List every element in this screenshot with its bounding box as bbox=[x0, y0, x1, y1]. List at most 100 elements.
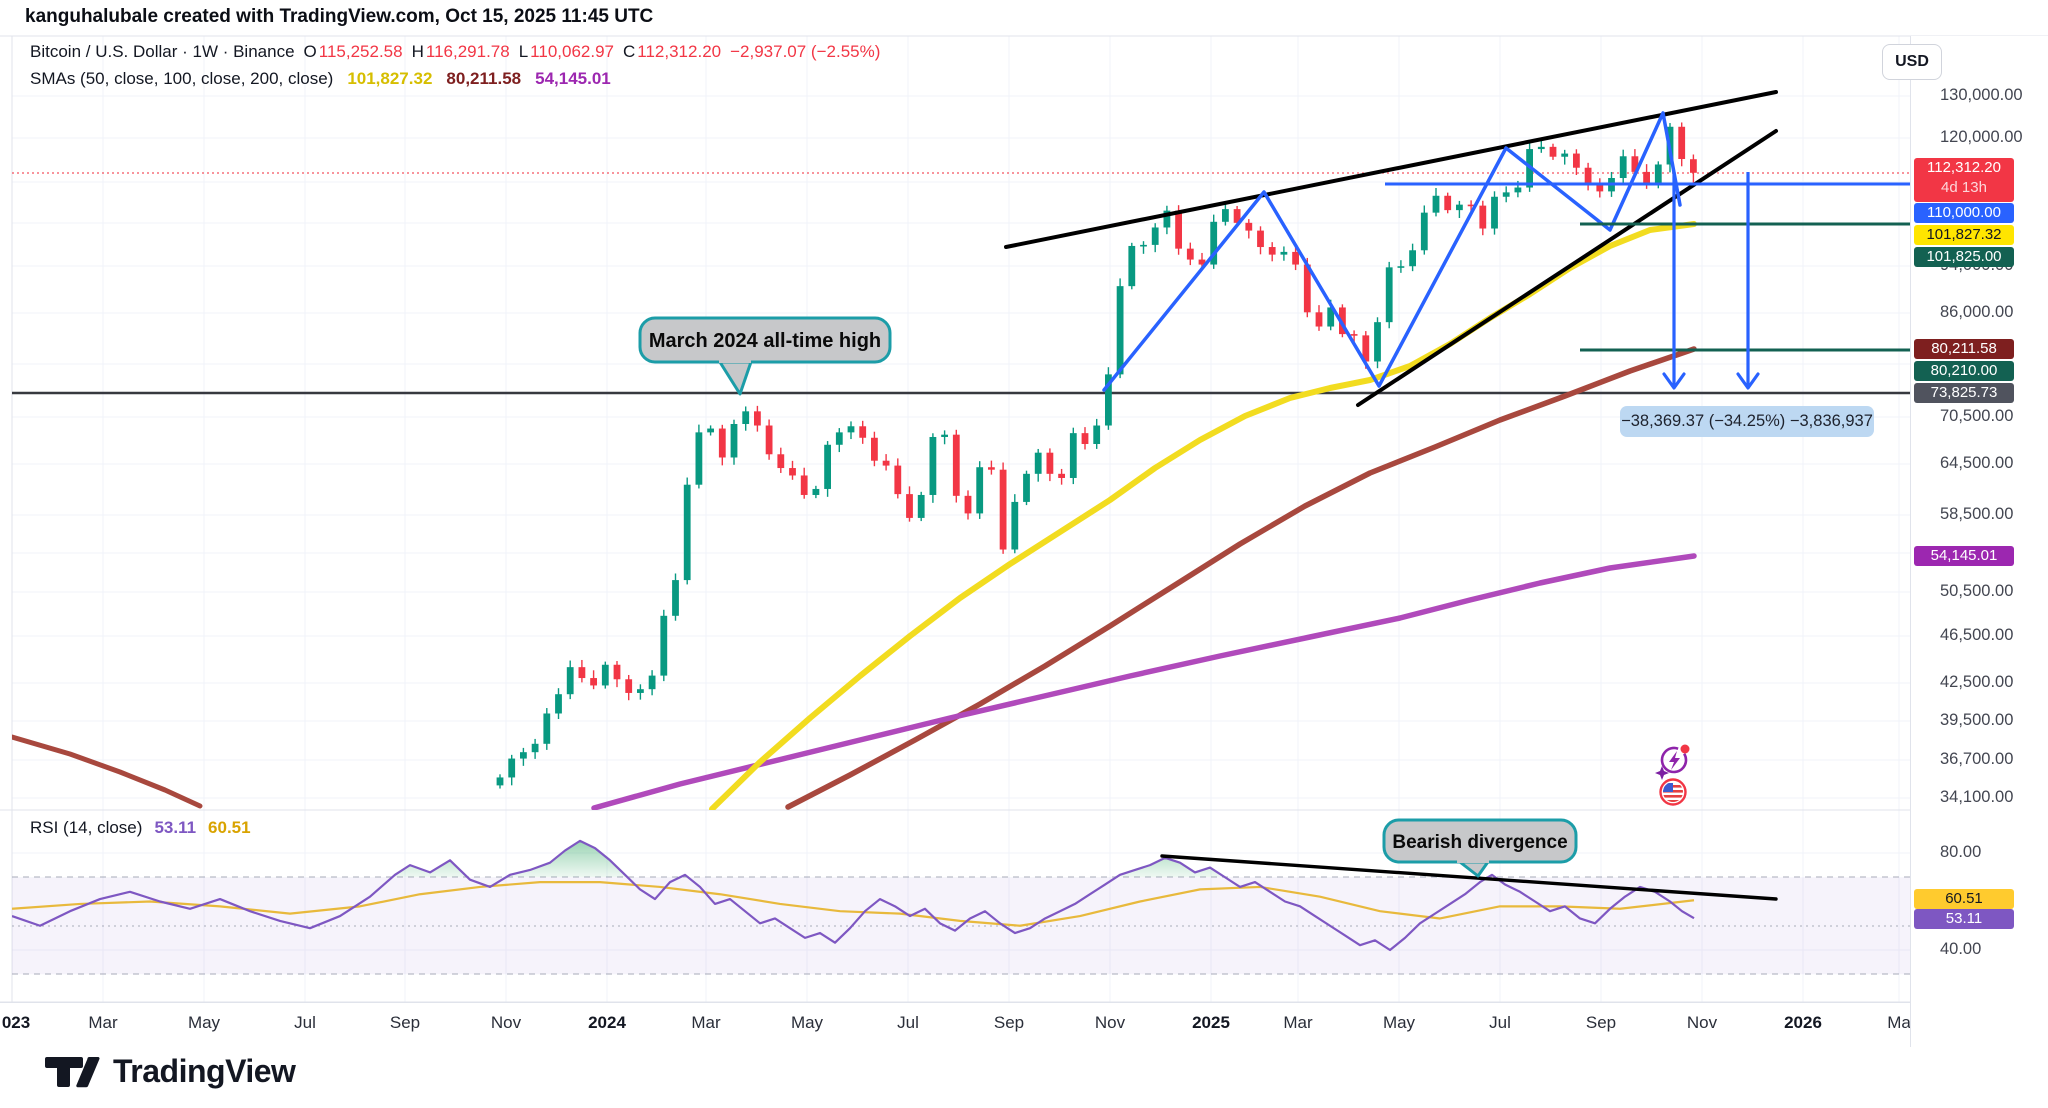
price-label-6051[interactable]: 60.51 bbox=[1914, 889, 2014, 909]
tradingview-logo-text: TradingView bbox=[113, 1053, 296, 1089]
time-tick-Sep[interactable]: Sep bbox=[389, 1013, 421, 1032]
sma-value-2: 54,145.01 bbox=[535, 69, 611, 88]
time-tick-Mar[interactable]: Mar bbox=[691, 1013, 721, 1032]
price-label-11000000[interactable]: 110,000.00 bbox=[1914, 203, 2014, 223]
sma-legend-values: 101,827.32 80,211.58 54,145.01 bbox=[347, 69, 610, 89]
time-tick-Jul[interactable]: Jul bbox=[897, 1013, 919, 1032]
symbol-title[interactable]: Bitcoin / U.S. Dollar · 1W · Binance bbox=[30, 42, 295, 61]
time-tick-May[interactable]: May bbox=[1382, 1013, 1416, 1032]
price-label-text: 60.51 bbox=[1945, 890, 1983, 907]
price-label-7382573[interactable]: 73,825.73 bbox=[1914, 383, 2014, 403]
elliott-zigzag-line[interactable] bbox=[1102, 111, 1682, 392]
axis-tick-3670000: 36,700.00 bbox=[1940, 750, 2014, 768]
axis-tick-3410000: 34,100.00 bbox=[1940, 788, 2014, 806]
time-tick-Jul[interactable]: Jul bbox=[294, 1013, 316, 1032]
us-flag-events-icon[interactable] bbox=[1659, 778, 1687, 806]
time-tick-May[interactable]: May bbox=[790, 1013, 824, 1032]
axis-tick-7050000: 70,500.00 bbox=[1940, 407, 2014, 425]
time-axis[interactable]: 023 Mar May Jul Sep Nov 2024 Mar May Jul Sep Nov 202… bbox=[0, 1002, 1910, 1048]
rsi-legend[interactable]: RSI (14, close) 53.11 60.51 bbox=[30, 818, 251, 838]
price-label-5414501[interactable]: 54,145.01 bbox=[1914, 546, 2014, 566]
price-label-text: 101,827.32 bbox=[1926, 226, 2002, 243]
time-tick-Sep[interactable]: Sep bbox=[993, 1013, 1025, 1032]
automation-lightning-icon[interactable] bbox=[1655, 743, 1691, 780]
price-label-text: 112,312.20 bbox=[1927, 159, 2001, 176]
sma100-line bbox=[785, 346, 1697, 810]
measurement-label[interactable]: −38,369.37 (−34.25%) −3,836,937 bbox=[1620, 406, 1874, 437]
ath-callout[interactable]: March 2024 all-time high bbox=[638, 316, 892, 396]
price-label-10182732[interactable]: 101,827.32 bbox=[1914, 225, 2014, 245]
chart-canvas[interactable]: March 2024 all-time high Bearish divergen… bbox=[0, 0, 2048, 1050]
time-tick-2024[interactable]: 2024 bbox=[588, 1013, 626, 1032]
price-label-11231220[interactable]: 112,312.20 4d 13h bbox=[1914, 158, 2014, 202]
price-label-text: 101,825.00 bbox=[1926, 248, 2002, 265]
price-label-text: 54,145.01 bbox=[1930, 547, 1998, 564]
lower-trendline[interactable] bbox=[1356, 129, 1778, 407]
sma-legend-label[interactable]: SMAs (50, close, 100, close, 200, close) bbox=[30, 69, 334, 88]
candlestick-series bbox=[496, 122, 1697, 789]
ohlc-close: C 112,312.20 bbox=[623, 42, 722, 61]
axis-tick-4250000: 42,500.00 bbox=[1940, 673, 2014, 691]
svg-text:Bearish divergence: Bearish divergence bbox=[1392, 832, 1567, 853]
price-label-5311[interactable]: 53.11 bbox=[1914, 909, 2014, 929]
down-arrow-2[interactable] bbox=[1736, 172, 1760, 390]
sma100-line-left bbox=[12, 734, 203, 809]
time-tick-Nov[interactable]: Nov bbox=[1686, 1013, 1718, 1032]
currency-button[interactable]: USD bbox=[1882, 44, 1942, 80]
axis-tick-13000000: 130,000.00 bbox=[1940, 86, 2023, 104]
rsi-divergence-trendline[interactable] bbox=[1160, 854, 1778, 901]
bearish-divergence-callout[interactable]: Bearish divergence bbox=[1382, 818, 1578, 878]
time-tick-May[interactable]: May bbox=[187, 1013, 221, 1032]
axis-tick-8600000: 86,000.00 bbox=[1940, 303, 2014, 321]
time-tick-Nov[interactable]: Nov bbox=[490, 1013, 522, 1032]
axis-tick-5850000: 58,500.00 bbox=[1940, 505, 2014, 523]
axis-tick-4650000: 46,500.00 bbox=[1940, 626, 2014, 644]
sma-value-1: 80,211.58 bbox=[446, 69, 522, 88]
tradingview-logo[interactable]: TradingView bbox=[44, 1053, 296, 1090]
rsi-legend-values: 53.11 60.51 bbox=[154, 818, 250, 838]
time-tick-Jul[interactable]: Jul bbox=[1489, 1013, 1511, 1032]
ohlc-high: H 116,291.78 bbox=[411, 42, 510, 61]
ohlc-open: O 115,252.58 bbox=[303, 42, 403, 61]
sma200-line bbox=[591, 553, 1697, 810]
rsi-legend-label[interactable]: RSI (14, close) bbox=[30, 818, 143, 837]
rsi-ma-line bbox=[12, 880, 1695, 927]
time-tick-Sep[interactable]: Sep bbox=[1585, 1013, 1617, 1032]
rsi-value-1: 60.51 bbox=[208, 818, 251, 837]
rsi-value-0: 53.11 bbox=[154, 818, 197, 837]
rsi-line bbox=[12, 839, 1695, 952]
time-tick-Ma[interactable]: Ma bbox=[1887, 1013, 1910, 1032]
price-label-text: 53.11 bbox=[1945, 910, 1983, 927]
time-tick-Mar[interactable]: Mar bbox=[1283, 1013, 1313, 1032]
time-tick-2025[interactable]: 2025 bbox=[1192, 1013, 1230, 1032]
axis-tick-3950000: 39,500.00 bbox=[1940, 711, 2014, 729]
grid-lines bbox=[12, 36, 1910, 1002]
svg-text:March 2024 all-time high: March 2024 all-time high bbox=[649, 330, 881, 352]
time-tick-Mar[interactable]: Mar bbox=[88, 1013, 118, 1032]
axis-tick-12000000: 120,000.00 bbox=[1940, 128, 2023, 146]
price-label-text: 73,825.73 bbox=[1930, 384, 1998, 401]
price-label-text: 80,210.00 bbox=[1930, 362, 1998, 379]
time-tick-023[interactable]: 023 bbox=[1, 1013, 31, 1032]
sma-value-0: 101,827.32 bbox=[347, 69, 433, 88]
axis-tick-6450000: 64,500.00 bbox=[1940, 454, 2014, 472]
down-arrow-1[interactable] bbox=[1662, 172, 1686, 390]
countdown-text: 4d 13h bbox=[1941, 179, 1987, 196]
symbol-legend[interactable]: Bitcoin / U.S. Dollar · 1W · Binance O 11… bbox=[30, 42, 880, 62]
sma-legend[interactable]: SMAs (50, close, 100, close, 200, close)… bbox=[30, 69, 611, 89]
price-label-8021000[interactable]: 80,210.00 bbox=[1914, 361, 2014, 381]
time-tick-Nov[interactable]: Nov bbox=[1094, 1013, 1126, 1032]
attribution-text: kanguhalubale created with TradingView.c… bbox=[25, 6, 654, 27]
axis-tick-4000: 40.00 bbox=[1940, 940, 1982, 958]
price-label-8021158[interactable]: 80,211.58 bbox=[1914, 339, 2014, 359]
price-label-10182500[interactable]: 101,825.00 bbox=[1914, 247, 2014, 267]
change-value: −2,937.07 (−2.55%) bbox=[730, 42, 881, 61]
axis-tick-8000: 80.00 bbox=[1940, 843, 1982, 861]
time-tick-2026[interactable]: 2026 bbox=[1784, 1013, 1822, 1032]
axis-tick-5050000: 50,500.00 bbox=[1940, 582, 2014, 600]
price-label-text: 80,211.58 bbox=[1931, 340, 1997, 357]
tradingview-logo-icon bbox=[45, 1056, 100, 1087]
upper-trendline[interactable] bbox=[1004, 90, 1778, 249]
ohlc-low: L 110,062.97 bbox=[518, 42, 614, 61]
